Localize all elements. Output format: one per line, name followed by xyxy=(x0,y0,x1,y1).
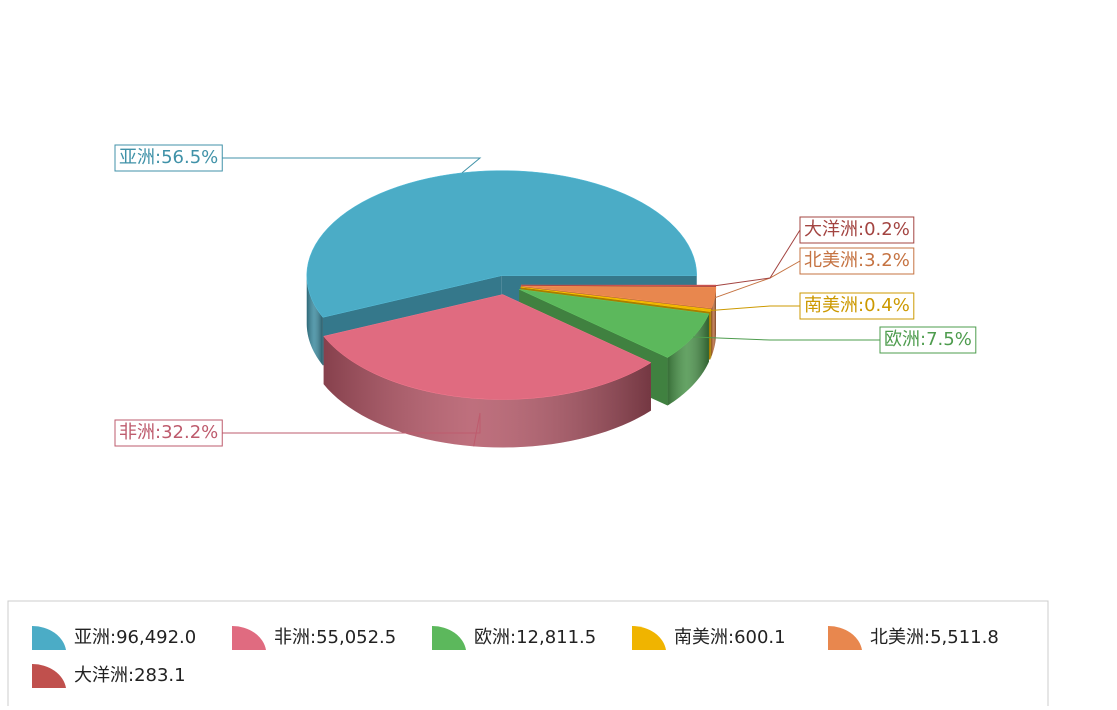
legend-label: 北美洲:5,511.8 xyxy=(870,627,999,648)
slice-label: 南美洲:0.4% xyxy=(804,295,910,316)
slice-side-shade xyxy=(710,309,711,359)
legend-box xyxy=(8,601,1048,706)
legend-label: 亚洲:96,492.0 xyxy=(74,627,196,648)
legend-label: 大洋洲:283.1 xyxy=(74,665,186,686)
slice-label: 北美洲:3.2% xyxy=(804,250,910,271)
leader-line xyxy=(711,306,800,310)
slice-label: 亚洲:56.5% xyxy=(119,147,218,168)
slice-label: 大洋洲:0.2% xyxy=(804,219,910,240)
legend-label: 欧洲:12,811.5 xyxy=(474,627,596,648)
legend-label: 南美洲:600.1 xyxy=(674,627,786,648)
leader-line xyxy=(693,337,880,340)
leader-line xyxy=(222,158,480,173)
leader-line xyxy=(716,230,800,286)
slice-label: 欧洲:7.5% xyxy=(884,329,972,350)
legend-label: 非洲:55,052.5 xyxy=(274,627,396,648)
slice-label: 非洲:32.2% xyxy=(119,422,218,443)
